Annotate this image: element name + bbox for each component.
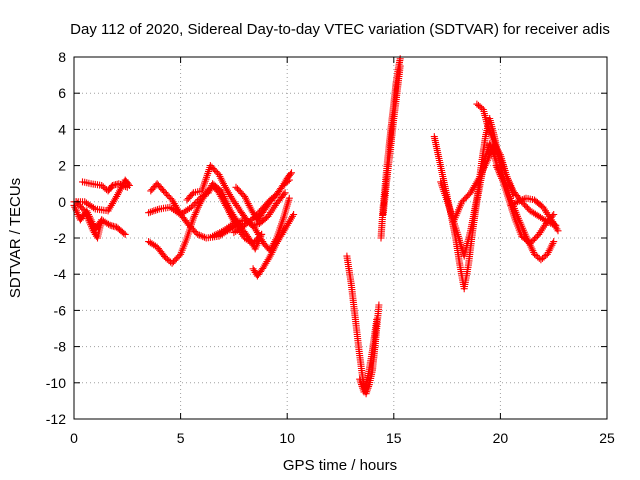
y-tick-label: -12 (46, 411, 66, 427)
series-arc-14 (356, 315, 381, 396)
y-tick-label: -6 (54, 302, 67, 318)
data-point-markers (249, 211, 298, 280)
x-axis-title: GPS time / hours (283, 457, 397, 474)
x-axis-ticks: 0 5 10 15 20 25 (70, 57, 615, 446)
y-tick-label: -10 (46, 375, 66, 391)
chart-title: Day 112 of 2020, Sidereal Day-to-day VTE… (70, 21, 610, 38)
x-tick-label: 5 (177, 430, 185, 446)
series-arc-17 (430, 133, 506, 293)
series-arc-21 (492, 162, 558, 247)
data-point-markers (379, 62, 404, 218)
x-tick-label: 20 (493, 430, 509, 446)
y-axis-ticks: -12 -10 -8 -6 -4 -2 0 2 4 6 8 (46, 49, 607, 427)
x-tick-label: 0 (70, 430, 78, 446)
y-tick-label: 0 (58, 194, 66, 210)
data-point-markers (430, 133, 506, 293)
x-tick-label: 15 (386, 430, 402, 446)
series-arc-12 (230, 176, 293, 237)
data-point-markers (230, 176, 293, 237)
data-points (70, 55, 562, 398)
y-tick-label: 8 (58, 49, 66, 65)
data-point-markers (492, 162, 558, 247)
series-arc-11 (249, 211, 298, 280)
y-axis-title: SDTVAR / TECUs (7, 178, 24, 298)
data-point-markers (356, 315, 381, 396)
y-tick-label: 6 (58, 85, 66, 101)
series-arc-16 (379, 62, 404, 218)
y-tick-label: 4 (58, 121, 66, 137)
x-tick-label: 25 (599, 430, 615, 446)
grid-lines (74, 57, 607, 419)
y-tick-label: -4 (54, 266, 67, 282)
y-tick-label: -8 (54, 339, 67, 355)
x-tick-label: 10 (279, 430, 295, 446)
data-point-markers (450, 140, 517, 226)
y-tick-label: -2 (54, 230, 67, 246)
y-tick-label: 2 (58, 158, 66, 174)
series-arc-22 (450, 140, 517, 226)
